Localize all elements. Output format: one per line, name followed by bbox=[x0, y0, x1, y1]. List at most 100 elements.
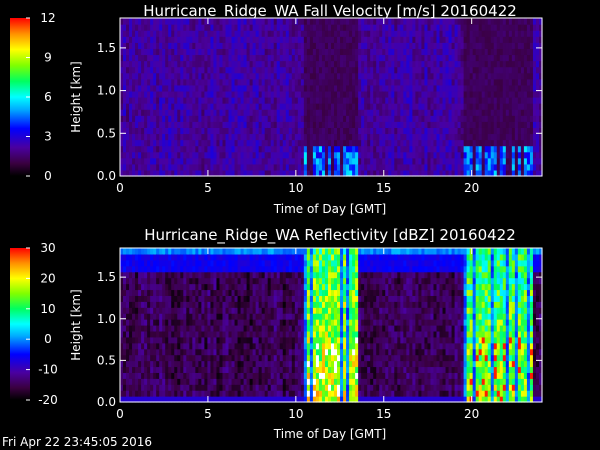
heatmap-cell bbox=[192, 109, 196, 116]
heatmap-cell bbox=[532, 24, 537, 31]
heatmap-cell bbox=[282, 90, 287, 98]
heatmap-cell bbox=[526, 151, 531, 159]
heatmap-cell bbox=[318, 48, 323, 56]
heatmap-cell bbox=[364, 151, 368, 159]
heatmap-cell bbox=[264, 313, 269, 320]
heatmap-cell bbox=[436, 48, 441, 56]
heatmap-cell bbox=[252, 259, 257, 267]
heatmap-cell bbox=[198, 121, 202, 128]
heatmap-cell bbox=[171, 330, 175, 338]
heatmap-cell bbox=[475, 30, 480, 37]
heatmap-cell bbox=[264, 18, 269, 25]
heatmap-cell bbox=[225, 18, 230, 25]
heatmap-cell bbox=[264, 84, 269, 92]
heatmap-cell bbox=[364, 97, 368, 104]
heatmap-cell bbox=[364, 30, 368, 37]
heatmap-cell bbox=[159, 360, 163, 368]
heatmap-cell bbox=[144, 354, 148, 362]
heatmap-cell bbox=[523, 54, 528, 62]
heatmap-cell bbox=[367, 163, 371, 171]
heatmap-cell bbox=[315, 169, 320, 177]
heatmap-cell bbox=[264, 396, 269, 403]
heatmap-cell bbox=[225, 248, 230, 255]
heatmap-cell bbox=[162, 271, 166, 279]
heatmap-cell bbox=[159, 354, 163, 362]
heatmap-cell bbox=[282, 18, 287, 25]
heatmap-cell bbox=[198, 330, 202, 338]
heatmap-cell bbox=[210, 301, 215, 308]
heatmap-cell bbox=[252, 42, 257, 49]
heatmap-cell bbox=[240, 354, 245, 362]
heatmap-cell bbox=[201, 60, 205, 68]
heatmap-cell bbox=[294, 127, 299, 135]
heatmap-cell bbox=[279, 42, 284, 49]
heatmap-cell bbox=[421, 24, 426, 31]
heatmap-cell bbox=[388, 109, 392, 116]
heatmap-cell bbox=[373, 151, 377, 159]
heatmap-cell bbox=[126, 78, 130, 86]
heatmap-cell bbox=[138, 283, 142, 291]
heatmap-cell bbox=[225, 48, 230, 56]
heatmap-cell bbox=[285, 97, 290, 104]
heatmap-cell bbox=[237, 354, 242, 362]
heatmap-cell bbox=[379, 84, 383, 92]
heatmap-cell bbox=[514, 48, 519, 56]
heatmap-cell bbox=[144, 151, 148, 159]
heatmap-cell bbox=[466, 133, 471, 141]
heatmap-cell bbox=[448, 36, 453, 43]
heatmap-cell bbox=[303, 127, 308, 135]
heatmap-cell bbox=[282, 121, 287, 128]
heatmap-cell bbox=[327, 48, 332, 56]
heatmap-cell bbox=[315, 109, 320, 116]
heatmap-cell bbox=[126, 97, 130, 104]
heatmap-cell bbox=[261, 348, 266, 356]
heatmap-cell bbox=[379, 115, 383, 122]
heatmap-cell bbox=[397, 18, 401, 25]
heatmap-cell bbox=[276, 78, 281, 86]
heatmap-cell bbox=[183, 271, 187, 279]
heatmap-cell bbox=[168, 295, 172, 302]
heatmap-cell bbox=[135, 97, 139, 104]
heatmap-cell bbox=[123, 72, 127, 80]
heatmap-cell bbox=[445, 115, 450, 122]
heatmap-cell bbox=[201, 163, 205, 171]
heatmap-cell bbox=[463, 127, 468, 135]
heatmap-cell bbox=[255, 97, 260, 104]
heatmap-cell bbox=[388, 133, 392, 141]
heatmap-cell bbox=[303, 42, 308, 49]
heatmap-cell bbox=[240, 348, 245, 356]
y-tick-label: 1.0 bbox=[97, 84, 116, 98]
heatmap-cell bbox=[400, 139, 404, 147]
heatmap-cell bbox=[270, 18, 275, 25]
heatmap-cell bbox=[225, 121, 230, 128]
heatmap-cell bbox=[415, 151, 420, 159]
heatmap-cell bbox=[186, 151, 190, 159]
heatmap-cell bbox=[517, 163, 522, 171]
heatmap-cell bbox=[186, 295, 190, 302]
heatmap-cell bbox=[156, 307, 160, 314]
heatmap-cell bbox=[153, 390, 157, 397]
heatmap-cell bbox=[529, 60, 534, 68]
heatmap-cell bbox=[174, 54, 178, 62]
heatmap-cell bbox=[288, 157, 293, 165]
heatmap-cell bbox=[490, 48, 495, 56]
heatmap-cell bbox=[189, 342, 193, 350]
heatmap-cell bbox=[346, 84, 350, 92]
heatmap-cell bbox=[484, 54, 489, 62]
heatmap-cell bbox=[162, 30, 166, 37]
heatmap-cell bbox=[252, 48, 257, 56]
heatmap-cell bbox=[466, 115, 471, 122]
heatmap-cell bbox=[403, 84, 407, 92]
heatmap-cell bbox=[288, 103, 293, 110]
heatmap-cell bbox=[538, 30, 543, 37]
plot-frame bbox=[119, 17, 543, 177]
heatmap-cell bbox=[391, 151, 395, 159]
heatmap-cell bbox=[231, 372, 236, 379]
heatmap-cell bbox=[123, 325, 127, 332]
heatmap-cell bbox=[267, 336, 272, 344]
heatmap-cell bbox=[135, 18, 139, 25]
heatmap-cell bbox=[427, 151, 432, 159]
heatmap-cell bbox=[183, 248, 187, 255]
heatmap-cell bbox=[138, 313, 142, 320]
heatmap-cell bbox=[195, 109, 199, 116]
